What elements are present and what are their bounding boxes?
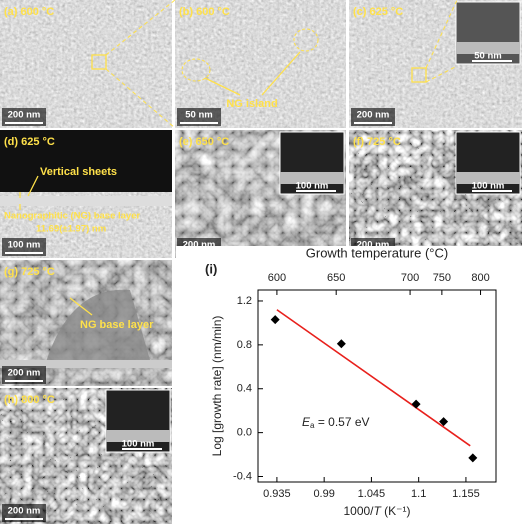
zoom-box: [91, 54, 107, 70]
inset-feature: [456, 172, 520, 184]
zoom-lines: [425, 0, 458, 83]
scale-label: 200 nm: [357, 240, 390, 251]
scale-label: 50 nm: [185, 110, 212, 121]
note: Nanographitic (NG) base layer: [4, 211, 141, 222]
scale-label: 200 nm: [183, 240, 216, 251]
zoom-box: [411, 67, 427, 83]
note: NG island: [226, 98, 277, 110]
x-axis-label: 1000/T (K⁻¹): [343, 504, 410, 518]
x-tick-label: 0.99: [313, 488, 334, 500]
inset-feature: [106, 430, 170, 442]
dark-bg: [0, 130, 172, 192]
zoom-lines: [105, 0, 176, 129]
ea-sub: a: [310, 421, 315, 430]
x-tick-label: 1.1: [411, 488, 426, 500]
fit-line: [276, 309, 471, 447]
panel-label: (d) 625 °C: [4, 136, 55, 148]
data-point: [439, 417, 449, 427]
x2-tick-label: 750: [433, 272, 451, 284]
scale-bg: [2, 108, 46, 126]
note: 11.69(±1.97) nm: [36, 224, 106, 235]
island: [181, 58, 211, 82]
panel-label: (a) 600 °C: [4, 6, 54, 18]
scale-bg: [177, 108, 221, 126]
annotation: Ea = 0.57 eV: [302, 415, 370, 430]
data-point: [468, 453, 478, 463]
data-point: [411, 399, 421, 409]
x2-tick-label: 600: [268, 272, 286, 284]
x-label-part: (K⁻¹): [381, 504, 411, 518]
y-tick-label: 1.2: [237, 295, 252, 307]
x2-tick-label: 650: [327, 272, 345, 284]
base: [0, 360, 172, 368]
inset-scale: 100 nm: [472, 181, 505, 192]
plot-frame: [257, 289, 497, 483]
scale-bg: [351, 108, 395, 126]
inset-scale: 100 nm: [296, 181, 329, 192]
panel-label: (f) 725 °C: [353, 136, 401, 148]
data-point: [270, 315, 280, 325]
data-point: [336, 339, 346, 349]
y-axis-label: Log [growth rate] (nm/min): [210, 316, 224, 457]
island: [293, 28, 319, 52]
inset-scale: 50 nm: [474, 51, 501, 62]
y-tick-label: 0.0: [237, 427, 252, 439]
x-label-part: T: [374, 504, 383, 518]
note: Vertical sheets: [40, 166, 117, 178]
inset-feature: [456, 42, 520, 54]
chart-bg: [176, 246, 522, 524]
scale-label: 200 nm: [357, 110, 390, 121]
panel-label: (b) 600 °C: [179, 6, 230, 18]
sem-image: [0, 0, 172, 128]
sem-image: [175, 0, 346, 128]
inset-feature: [280, 172, 344, 184]
x2-tick-label: 700: [401, 272, 419, 284]
x-label-part: 1000/: [343, 504, 374, 518]
scale-label: 200 nm: [8, 368, 41, 379]
arrows: [19, 175, 39, 210]
scale-label: 200 nm: [8, 110, 41, 121]
panel-label: (i): [205, 261, 217, 276]
panel-label: (c) 625 °C: [353, 6, 403, 18]
inset-scale: 100 nm: [122, 439, 155, 450]
base: [0, 196, 172, 206]
scale-bg: [2, 504, 46, 522]
x-tick-label: 0.935: [263, 488, 291, 500]
x-tick-label: 1.045: [358, 488, 386, 500]
panel-label: (h) 800 °C: [4, 394, 55, 406]
panel-label: (g) 725 °C: [4, 266, 55, 278]
sheet: [45, 289, 150, 365]
y-tick-label: 0.8: [237, 339, 252, 351]
top-axis-title: Growth temperature (°C): [306, 245, 448, 260]
scale-label: 100 nm: [8, 240, 41, 251]
arrows: [204, 51, 301, 96]
scale-bg: [2, 238, 46, 256]
scale-label: 200 nm: [8, 506, 41, 517]
ea-symbol: E: [302, 415, 311, 429]
x2-tick-label: 800: [471, 272, 489, 284]
x-tick-label: 1.155: [452, 488, 480, 500]
ea-text: = 0.57 eV: [318, 415, 370, 429]
y-tick-label: -0.4: [233, 470, 252, 482]
y-tick-label: 0.4: [237, 383, 252, 395]
scale-bg: [2, 366, 46, 384]
panel-label: (e) 650 °C: [179, 136, 229, 148]
arrows: [69, 297, 93, 316]
note: NG base layer: [80, 319, 154, 331]
